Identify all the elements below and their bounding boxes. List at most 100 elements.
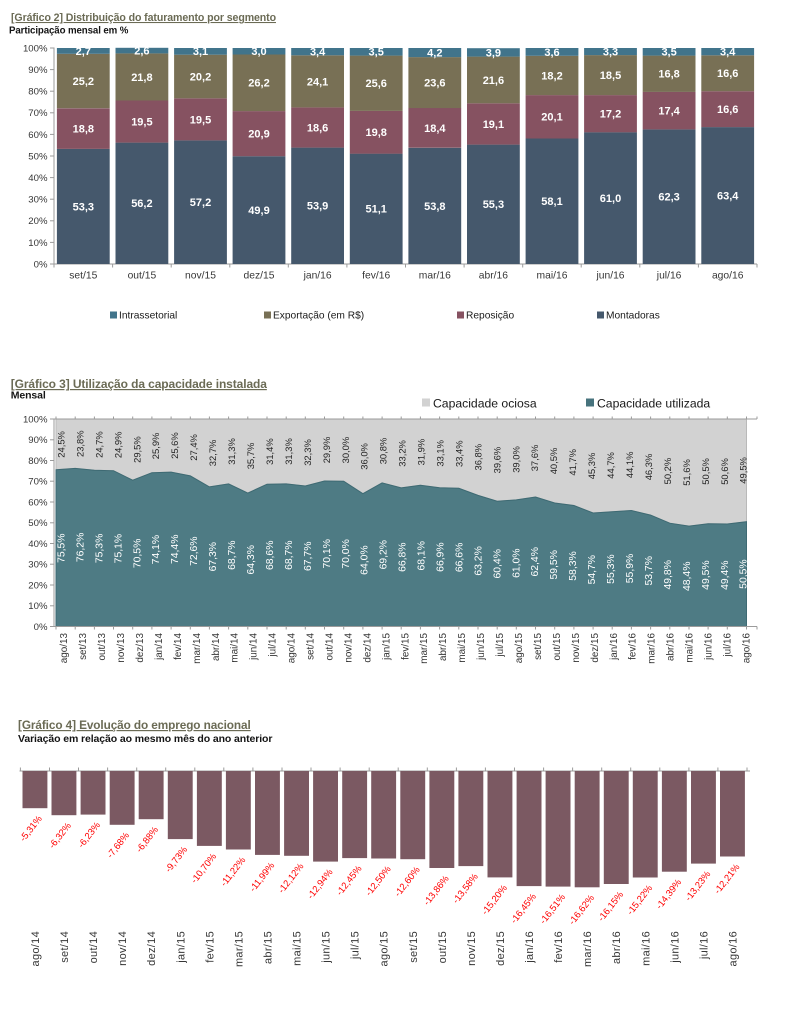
svg-text:dez/14: dez/14: [146, 931, 158, 966]
svg-text:out/15: out/15: [437, 931, 449, 963]
svg-text:3,4: 3,4: [310, 47, 326, 59]
svg-text:set/14: set/14: [306, 632, 317, 659]
svg-text:32,3%: 32,3%: [302, 439, 313, 466]
svg-text:dez/13: dez/13: [135, 632, 146, 662]
svg-text:33,4%: 33,4%: [453, 440, 464, 467]
svg-text:mai/15: mai/15: [457, 632, 468, 662]
svg-text:53,8: 53,8: [424, 201, 445, 213]
svg-text:jun/16: jun/16: [704, 632, 715, 660]
svg-text:50,2%: 50,2%: [662, 458, 673, 485]
svg-text:74,1%: 74,1%: [151, 535, 162, 564]
svg-text:2,6: 2,6: [134, 46, 149, 58]
svg-text:18,8: 18,8: [73, 124, 94, 136]
svg-text:19,8: 19,8: [365, 127, 386, 139]
svg-text:68,6%: 68,6%: [265, 541, 276, 570]
svg-text:62,3: 62,3: [658, 192, 679, 204]
svg-text:21,8: 21,8: [131, 72, 152, 84]
svg-text:31,3%: 31,3%: [283, 438, 294, 465]
svg-text:jun/14: jun/14: [249, 632, 260, 660]
svg-text:24,7%: 24,7%: [93, 431, 104, 458]
svg-text:0%: 0%: [34, 259, 48, 270]
svg-text:dez/15: dez/15: [244, 271, 275, 282]
svg-text:33,1%: 33,1%: [435, 440, 446, 467]
svg-text:68,7%: 68,7%: [227, 540, 238, 569]
svg-text:Capacidade ociosa: Capacidade ociosa: [433, 397, 537, 411]
svg-text:fev/14: fev/14: [173, 632, 184, 659]
svg-text:dez/15: dez/15: [495, 931, 507, 966]
svg-text:fev/15: fev/15: [204, 931, 216, 963]
svg-text:64,0%: 64,0%: [360, 545, 371, 574]
svg-text:Exportação (em R$): Exportação (em R$): [273, 311, 364, 322]
svg-text:23,8%: 23,8%: [75, 430, 86, 457]
svg-text:70,0%: 70,0%: [341, 539, 352, 568]
svg-text:ago/15: ago/15: [514, 633, 525, 664]
svg-text:10%: 10%: [28, 601, 48, 612]
svg-text:out/15: out/15: [552, 633, 563, 661]
svg-text:ago/14: ago/14: [287, 633, 298, 664]
svg-text:36,8%: 36,8%: [472, 444, 483, 471]
svg-text:66,9%: 66,9%: [436, 542, 447, 571]
svg-text:set/15: set/15: [69, 271, 97, 282]
svg-text:17,2: 17,2: [600, 109, 621, 121]
svg-text:set/15: set/15: [408, 931, 420, 963]
svg-text:30,8%: 30,8%: [378, 438, 389, 465]
svg-text:70,5%: 70,5%: [132, 539, 143, 568]
svg-text:80%: 80%: [28, 456, 48, 467]
svg-text:55,9%: 55,9%: [625, 554, 636, 583]
svg-text:27,4%: 27,4%: [188, 434, 199, 461]
svg-text:20%: 20%: [28, 580, 48, 591]
svg-text:75,3%: 75,3%: [94, 534, 105, 563]
svg-text:jan/16: jan/16: [609, 632, 620, 660]
svg-text:abr/16: abr/16: [666, 633, 677, 662]
svg-text:75,1%: 75,1%: [113, 534, 124, 563]
svg-text:[Gráfico 4] Evolução do empreg: [Gráfico 4] Evolução do emprego nacional: [18, 718, 251, 732]
svg-text:nov/15: nov/15: [466, 931, 478, 966]
svg-text:21,6: 21,6: [483, 75, 504, 87]
svg-text:fev/16: fev/16: [362, 271, 390, 282]
svg-text:53,9: 53,9: [307, 201, 328, 213]
svg-text:58,1: 58,1: [541, 196, 562, 208]
svg-text:3,0: 3,0: [251, 46, 266, 58]
svg-text:10%: 10%: [28, 238, 48, 249]
svg-text:31,3%: 31,3%: [226, 438, 237, 465]
svg-text:60%: 60%: [28, 497, 48, 508]
svg-text:61,0%: 61,0%: [511, 548, 522, 577]
svg-text:35,7%: 35,7%: [245, 443, 256, 470]
svg-text:Reposição: Reposição: [466, 311, 514, 322]
svg-text:62,4%: 62,4%: [530, 547, 541, 576]
svg-text:54,7%: 54,7%: [587, 555, 598, 584]
svg-text:20,9: 20,9: [248, 129, 269, 141]
svg-text:100%: 100%: [23, 414, 48, 425]
svg-text:out/13: out/13: [97, 633, 108, 661]
svg-text:75,5%: 75,5%: [57, 533, 68, 562]
svg-text:2,7: 2,7: [76, 46, 91, 58]
svg-text:60,4%: 60,4%: [492, 549, 503, 578]
svg-text:mar/16: mar/16: [647, 632, 658, 663]
svg-text:49,4%: 49,4%: [720, 560, 731, 589]
svg-text:ago/15: ago/15: [379, 931, 391, 966]
svg-text:3,5: 3,5: [369, 47, 384, 59]
svg-text:30%: 30%: [28, 560, 48, 571]
svg-text:nov/14: nov/14: [343, 632, 354, 662]
svg-text:44,1%: 44,1%: [624, 452, 635, 479]
svg-text:24,9%: 24,9%: [112, 432, 123, 459]
svg-text:16,8: 16,8: [658, 69, 679, 81]
svg-text:mai/16: mai/16: [537, 271, 568, 282]
svg-text:63,4: 63,4: [717, 190, 739, 202]
svg-text:33,2%: 33,2%: [397, 440, 408, 467]
svg-text:49,5%: 49,5%: [701, 560, 712, 589]
svg-text:ago/13: ago/13: [59, 633, 70, 664]
svg-text:66,8%: 66,8%: [398, 542, 409, 571]
svg-text:40%: 40%: [28, 173, 48, 184]
svg-text:jul/15: jul/15: [350, 931, 362, 960]
svg-text:set/15: set/15: [533, 632, 544, 659]
svg-text:abr/15: abr/15: [438, 633, 449, 662]
svg-text:dez/14: dez/14: [362, 632, 373, 662]
svg-text:abr/16: abr/16: [611, 931, 623, 964]
svg-text:61,0: 61,0: [600, 193, 621, 205]
svg-text:31,9%: 31,9%: [416, 439, 427, 466]
svg-text:59,5%: 59,5%: [549, 550, 560, 579]
svg-text:ago/14: ago/14: [30, 931, 42, 966]
svg-text:67,7%: 67,7%: [303, 542, 314, 571]
svg-text:16,6: 16,6: [717, 104, 738, 116]
